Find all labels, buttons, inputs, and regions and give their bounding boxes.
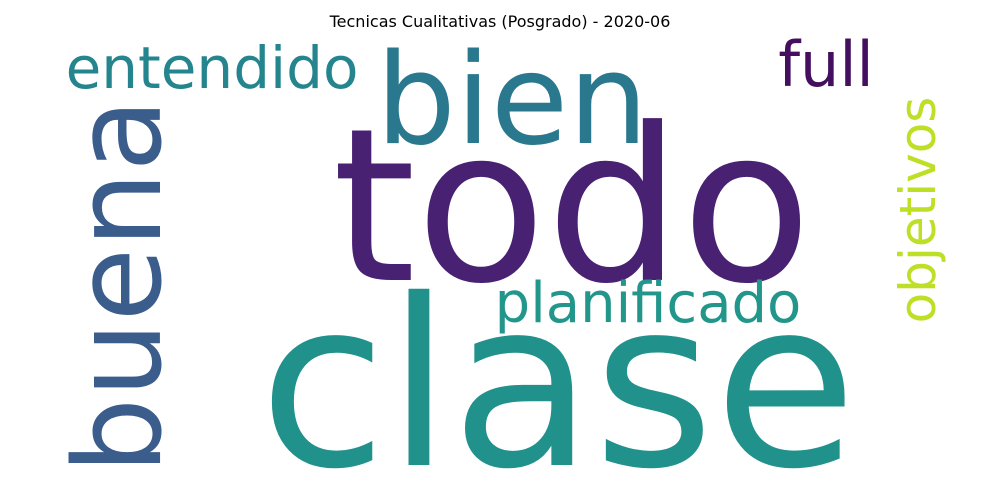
word-full: full <box>778 28 874 101</box>
word-buena: buena <box>50 98 189 474</box>
word-bien: bien <box>376 26 648 173</box>
word-objetivos: objetivos <box>889 97 947 324</box>
word-entendido: entendido <box>66 34 359 102</box>
word-planificado: planificado <box>495 271 802 336</box>
